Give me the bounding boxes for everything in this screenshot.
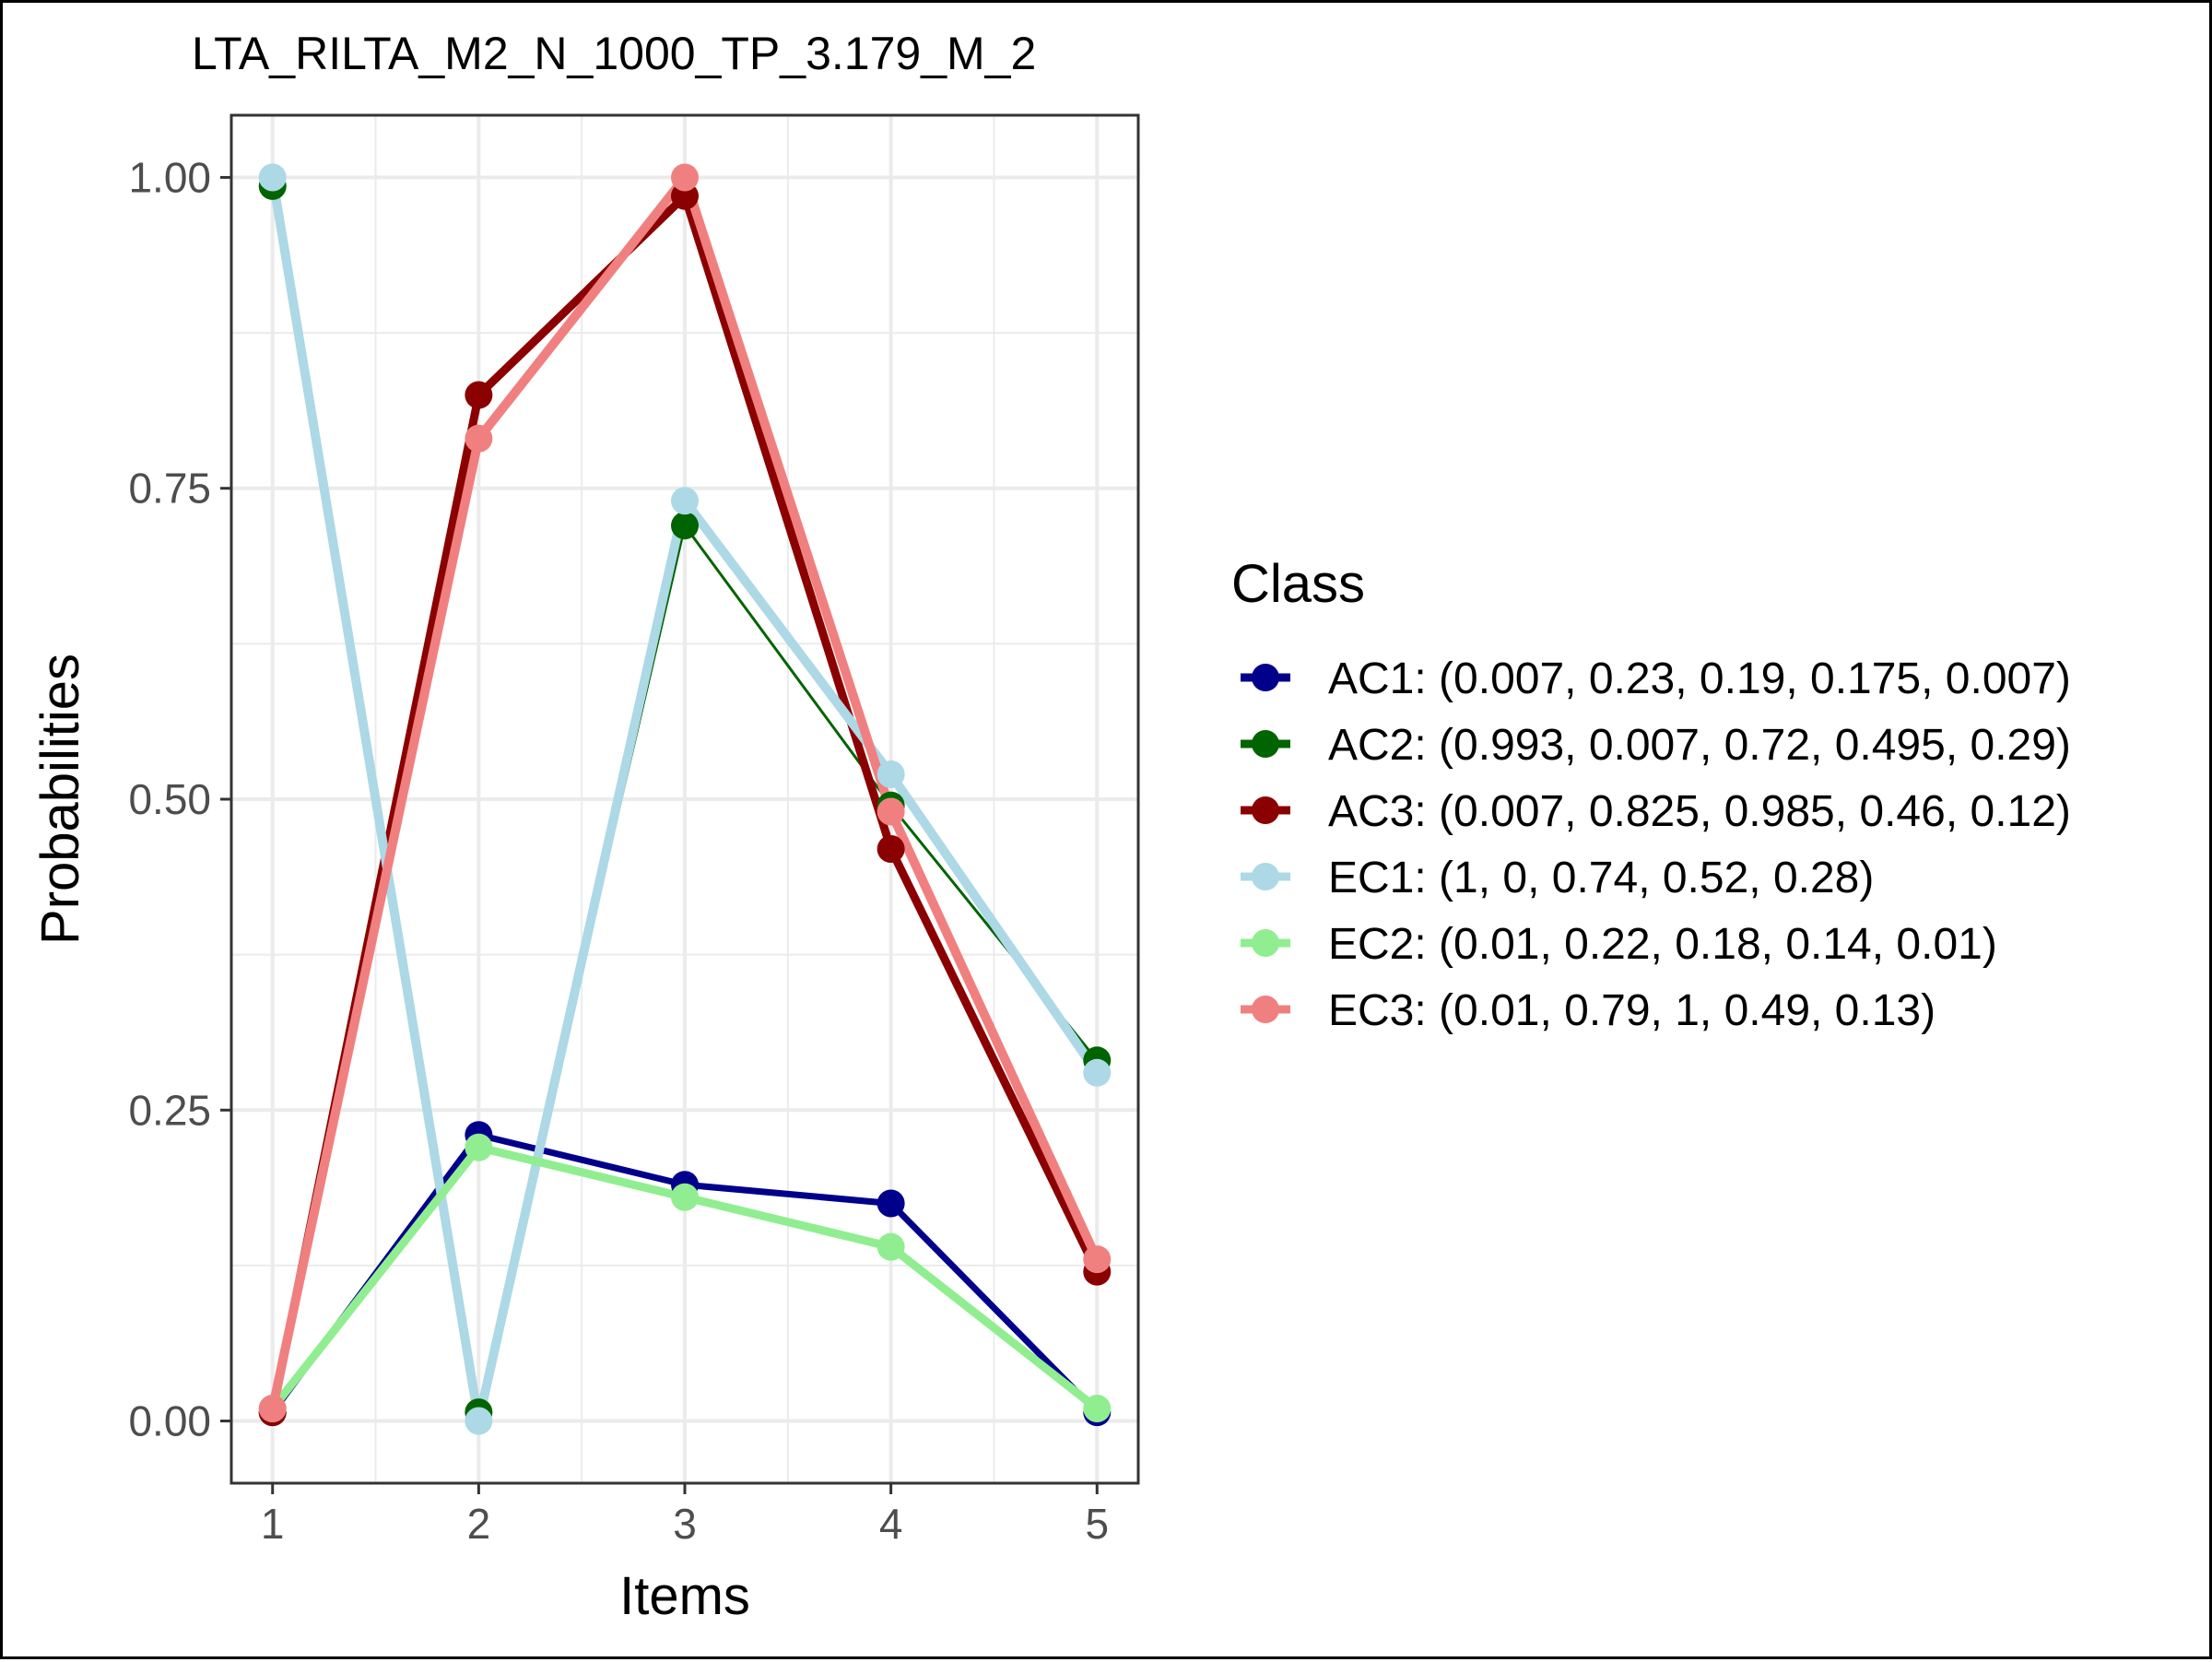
x-tick-label: 3 bbox=[673, 1500, 697, 1548]
y-tick-label: 1.00 bbox=[128, 153, 211, 201]
y-tick-label: 0.75 bbox=[128, 465, 211, 513]
axes: 1 2 3 4 5 0.00 0.25 0.50 0.75 1.00 bbox=[128, 153, 1109, 1548]
data-point bbox=[465, 1407, 493, 1435]
legend: Class AC1: (0.007, 0.23, 0.19, 0.175, 0.… bbox=[1231, 554, 2071, 1035]
legend-label: EC3: (0.01, 0.79, 1, 0.49, 0.13) bbox=[1328, 986, 1936, 1035]
data-point bbox=[671, 1183, 699, 1211]
x-tick-label: 2 bbox=[467, 1500, 491, 1548]
data-point bbox=[258, 163, 287, 192]
legend-label: AC2: (0.993, 0.007, 0.72, 0.495, 0.29) bbox=[1328, 721, 2071, 770]
data-point bbox=[877, 834, 905, 863]
legend-key-point bbox=[1252, 796, 1279, 824]
legend-label: EC2: (0.01, 0.22, 0.18, 0.14, 0.01) bbox=[1328, 920, 1997, 969]
x-tick-label: 4 bbox=[879, 1500, 903, 1548]
y-axis-title: Probabilities bbox=[30, 654, 90, 945]
legend-label: EC1: (1, 0, 0.74, 0.52, 0.28) bbox=[1328, 854, 1874, 902]
legend-key-point bbox=[1252, 996, 1279, 1023]
legend-title: Class bbox=[1231, 554, 1365, 614]
data-point bbox=[877, 1189, 905, 1218]
line-chart: LTA_RILTA_M2_N_1000_TP_3.179_M_2 1 2 3 4 5 0.… bbox=[30, 28, 2071, 1626]
data-point bbox=[671, 512, 699, 540]
x-axis-title: Items bbox=[619, 1566, 750, 1626]
data-point bbox=[671, 487, 699, 515]
legend-key-point bbox=[1252, 730, 1279, 758]
series-points bbox=[258, 163, 1112, 1435]
chart-title: LTA_RILTA_M2_N_1000_TP_3.179_M_2 bbox=[192, 28, 1036, 79]
data-point bbox=[877, 1232, 905, 1261]
data-point bbox=[1083, 1395, 1112, 1423]
data-point bbox=[465, 381, 493, 409]
y-tick-label: 0.25 bbox=[128, 1086, 211, 1134]
legend-key-point bbox=[1252, 664, 1279, 691]
data-point bbox=[465, 1133, 493, 1161]
y-tick-label: 0.50 bbox=[128, 775, 211, 823]
legend-key-point bbox=[1252, 863, 1279, 890]
legend-label: AC1: (0.007, 0.23, 0.19, 0.175, 0.007) bbox=[1328, 654, 2071, 703]
data-point bbox=[258, 1395, 287, 1423]
x-tick-label: 5 bbox=[1085, 1500, 1109, 1548]
data-point bbox=[877, 797, 905, 826]
legend-key-point bbox=[1252, 929, 1279, 957]
data-point bbox=[1083, 1058, 1112, 1087]
grid bbox=[231, 115, 1138, 1483]
data-point bbox=[465, 424, 493, 453]
y-tick-label: 0.00 bbox=[128, 1397, 211, 1445]
data-point bbox=[671, 163, 699, 192]
data-point bbox=[1083, 1245, 1112, 1274]
legend-label: AC3: (0.007, 0.825, 0.985, 0.46, 0.12) bbox=[1328, 787, 2071, 836]
x-tick-label: 1 bbox=[261, 1500, 285, 1548]
data-point bbox=[877, 760, 905, 789]
